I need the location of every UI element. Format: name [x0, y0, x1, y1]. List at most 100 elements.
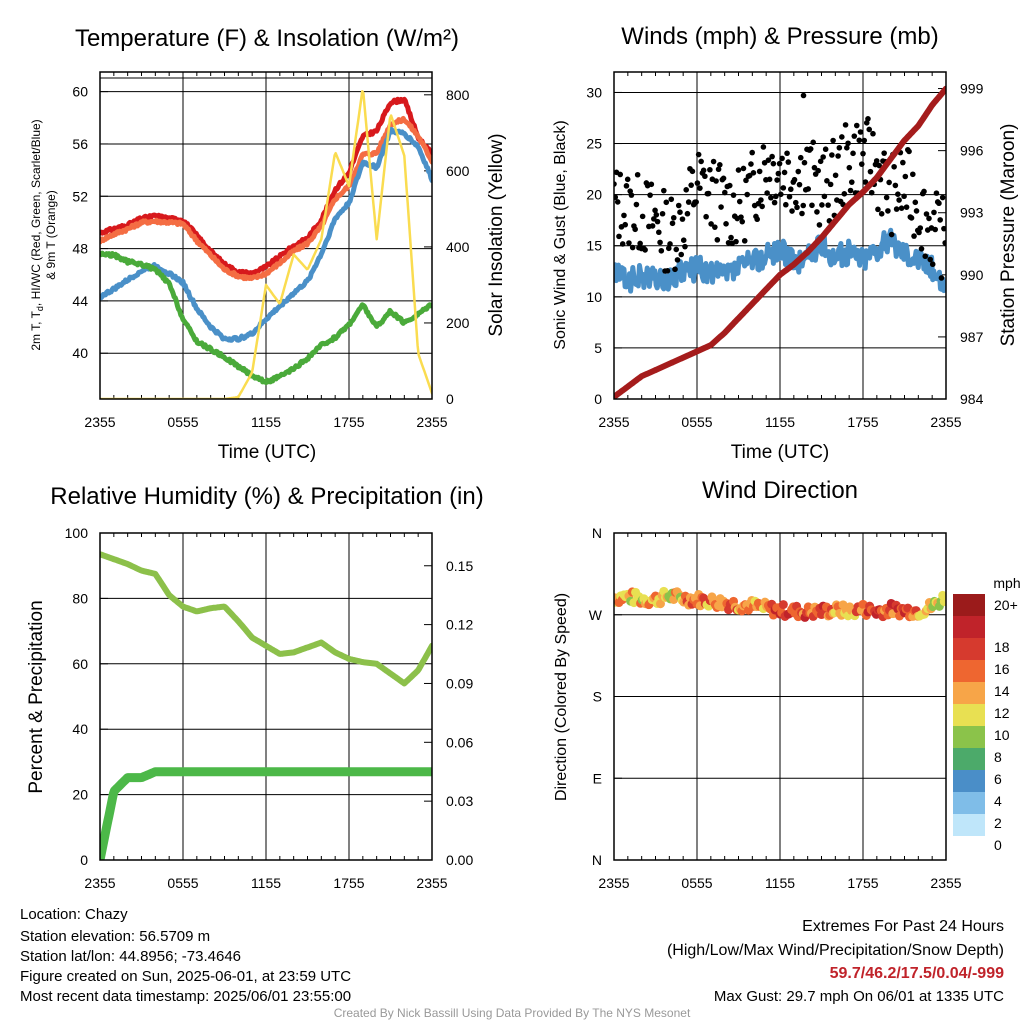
gust-point — [939, 194, 946, 201]
gust-point-max — [800, 92, 807, 99]
gust-point — [809, 202, 815, 209]
x-tick-label: 1755 — [847, 875, 878, 891]
gust-point — [619, 241, 626, 247]
gust-point — [682, 243, 688, 250]
plot-frame — [613, 532, 947, 861]
gust-point — [844, 145, 850, 151]
gust-point — [683, 187, 690, 193]
gust-point — [799, 210, 805, 217]
gust-point — [898, 205, 905, 211]
gust-point — [780, 185, 787, 191]
legend-label: 4 — [994, 793, 1002, 809]
gust-point — [713, 178, 719, 184]
gust-point — [750, 169, 757, 176]
y-tick-label-left: 60 — [72, 84, 88, 100]
gust-point — [775, 170, 782, 177]
y-tick-label-left: 40 — [72, 345, 88, 361]
chart-panel-2: Winds (mph) & Pressure (mb) 0 5 10 15 20 25 30 9… — [586, 23, 983, 430]
gust-point — [867, 168, 874, 175]
gust-point — [895, 191, 901, 198]
gust-point — [886, 179, 892, 186]
y-axis-label-right: Station Pressure (Maroon) — [998, 124, 1019, 347]
gust-point — [703, 213, 709, 220]
gust-point — [829, 152, 835, 158]
y-tick-label-right: 800 — [446, 87, 470, 103]
y-tick-label-right: 0.03 — [446, 793, 473, 809]
gust-point — [931, 209, 937, 216]
gust-point — [743, 177, 749, 184]
series-group — [614, 85, 946, 399]
gust-point — [858, 161, 865, 167]
gust-point — [926, 215, 932, 222]
y-tick-label-right: 984 — [960, 391, 984, 407]
gust-point — [860, 150, 866, 157]
gust-point — [656, 229, 662, 236]
gust-point — [807, 146, 814, 152]
legend-swatch — [953, 770, 985, 792]
x-tick-label: 1155 — [251, 875, 281, 891]
x-tick-label: 2355 — [598, 875, 629, 891]
legend-swatch — [953, 638, 985, 660]
x-tick-label: 0555 — [681, 414, 712, 430]
legend-swatch — [953, 814, 985, 836]
chart-panel-3: Relative Humidity (%) & Precipitation (i… — [50, 483, 483, 891]
gust-point — [853, 122, 860, 129]
y-tick-label-left: 25 — [586, 136, 602, 152]
gust-point — [659, 210, 666, 217]
gust-point — [938, 275, 945, 281]
footer-recent: Most recent data timestamp: 2025/06/01 2… — [20, 988, 352, 1005]
gust-point — [923, 211, 930, 217]
x-tick-label: 1755 — [333, 414, 364, 430]
gust-point — [623, 183, 630, 189]
y-tick-label-left: 20 — [586, 187, 602, 203]
gust-point — [685, 199, 692, 205]
gust-point — [765, 157, 772, 163]
y-tick-label-right: 0.06 — [446, 734, 473, 750]
gust-point — [773, 193, 779, 200]
footer-latlon: Station lat/lon: 44.8956; -73.4646 — [20, 948, 242, 965]
gust-point — [648, 181, 655, 188]
y-tick-label-left: W — [589, 607, 603, 623]
y-tick-label-left: E — [593, 770, 602, 786]
gust-point — [741, 238, 748, 244]
y-tick-label-left: 44 — [72, 293, 88, 309]
gust-point — [881, 150, 887, 156]
gust-point — [678, 251, 685, 258]
gust-point — [776, 160, 783, 167]
footer-location: Location: Chazy — [20, 906, 128, 923]
series-line-9m-t — [100, 115, 432, 282]
gust-point — [822, 146, 829, 153]
gust-point — [825, 202, 831, 208]
x-tick-label: 1755 — [847, 414, 878, 430]
gust-point — [817, 158, 824, 165]
direction-point — [778, 600, 788, 610]
gust-point — [639, 213, 646, 220]
legend-swatch — [953, 682, 985, 704]
gust-point — [937, 217, 943, 223]
gust-point — [901, 193, 907, 200]
gust-point — [633, 201, 640, 208]
gust-point — [883, 194, 890, 201]
gust-point — [688, 182, 694, 188]
legend-swatch — [953, 792, 985, 814]
credit-text: Created By Nick Bassill Using Data Provi… — [333, 1006, 691, 1020]
gust-point — [811, 164, 818, 171]
gust-point — [912, 199, 919, 206]
gust-point — [910, 171, 916, 178]
gust-point — [839, 134, 845, 140]
gust-point — [736, 198, 743, 205]
x-tick-label: 2355 — [598, 414, 629, 430]
legend-label: 18 — [994, 639, 1010, 655]
y-tick-label-right: 0.15 — [446, 558, 473, 574]
chart-title: Temperature (F) & Insolation (W/m²) — [75, 25, 459, 52]
legend-swatch — [953, 748, 985, 770]
gust-point — [835, 153, 841, 159]
gust-point — [785, 159, 792, 165]
x-tick-label: 1755 — [333, 875, 364, 891]
gust-point — [827, 181, 834, 188]
gust-point — [733, 238, 739, 245]
gust-point — [927, 256, 934, 263]
legend-swatch — [953, 704, 985, 726]
gust-point — [756, 168, 763, 175]
gust-point — [661, 187, 667, 194]
